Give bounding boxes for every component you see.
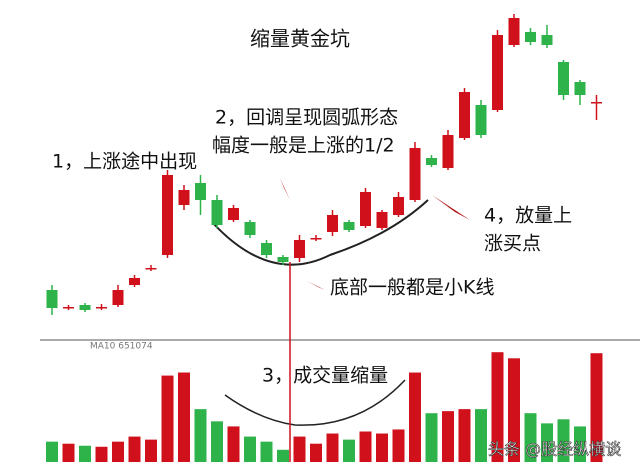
volume-bar <box>277 449 289 462</box>
volume-bar <box>293 436 306 462</box>
volume-bar <box>409 372 421 462</box>
volume-bar <box>343 439 355 462</box>
candle-body <box>360 192 371 226</box>
arc-curve <box>211 199 429 266</box>
candle-body <box>525 32 536 42</box>
candle-body <box>162 175 173 255</box>
arrow <box>432 195 470 220</box>
chart-title: 缩量黄金坑 <box>250 27 350 51</box>
candle-body <box>63 307 74 309</box>
volume-bar <box>46 441 58 462</box>
candle-body <box>211 200 223 225</box>
volume-bar <box>310 443 322 462</box>
volume-bar <box>211 421 223 462</box>
candle-body <box>112 290 124 305</box>
volume-bar <box>458 409 471 462</box>
volume-bar <box>392 429 405 462</box>
candle-body <box>442 135 454 168</box>
volume-bar <box>62 443 75 462</box>
volume-bar <box>112 441 124 462</box>
candle-body <box>426 158 437 165</box>
volume-bar <box>376 433 388 462</box>
candle-body <box>327 215 338 232</box>
candle-body <box>591 102 602 104</box>
candle-body <box>244 222 256 235</box>
annotation: 1，上涨途中出现 <box>52 151 197 173</box>
volume-bar <box>326 433 339 462</box>
volume-bar <box>508 358 520 462</box>
volume-bar <box>541 423 553 462</box>
arrow <box>307 281 325 290</box>
candle-body <box>409 148 421 200</box>
volume-bar <box>194 409 207 462</box>
candle-body <box>261 243 272 255</box>
annotation: 3，成交量缩量 <box>262 365 388 387</box>
candle-body <box>96 307 107 309</box>
candle-body <box>376 212 388 228</box>
annotation: 2，回调呈现圆弧形态 <box>215 107 398 129</box>
candle-body <box>46 290 58 308</box>
arrow <box>280 178 290 200</box>
volume-bar <box>491 352 504 462</box>
indicator-label: MA10 651074 <box>90 342 153 352</box>
volume-bar <box>161 375 174 462</box>
annotation: 涨买点 <box>484 233 541 255</box>
annotation: 4，放量上 <box>484 205 572 227</box>
volume-bar <box>574 426 586 462</box>
candle-body <box>129 278 140 285</box>
volume-bar <box>260 441 273 462</box>
candle-body <box>343 222 355 230</box>
candle-body <box>508 18 520 45</box>
candle-body <box>558 62 569 95</box>
volume-bar <box>359 431 372 462</box>
candle-body <box>574 82 586 95</box>
volume-bar <box>178 372 190 462</box>
volume-bar <box>227 426 240 462</box>
watermark: 头条 @股经纵横谈 <box>488 440 621 459</box>
candle-body <box>145 268 157 270</box>
candle-body <box>294 240 305 258</box>
candle-body <box>277 257 289 262</box>
candle-body <box>79 305 91 310</box>
volume-bar <box>128 436 141 462</box>
candle-body <box>541 35 553 45</box>
candle-body <box>393 197 404 215</box>
volume-bar <box>475 409 487 462</box>
volume-bar <box>524 413 537 462</box>
candle-body <box>492 35 503 110</box>
volume-bar <box>244 436 256 462</box>
candle-body <box>228 208 239 220</box>
annotation: 幅度一般是上涨的1/2 <box>212 135 395 157</box>
volume-bar <box>425 413 438 462</box>
volume-bar <box>79 445 91 462</box>
volume-bar <box>590 353 603 462</box>
candle-body <box>178 190 190 205</box>
annotation: 底部一般都是小K线 <box>330 277 494 299</box>
volume-bar <box>95 446 108 462</box>
candle-body <box>459 92 470 138</box>
volume-bar <box>145 439 157 462</box>
candle-body <box>475 105 487 135</box>
volume-bar <box>442 411 454 462</box>
volume-bar <box>557 419 570 462</box>
candle-body <box>310 238 322 240</box>
volume-arc <box>224 379 406 426</box>
candle-body <box>195 183 206 200</box>
